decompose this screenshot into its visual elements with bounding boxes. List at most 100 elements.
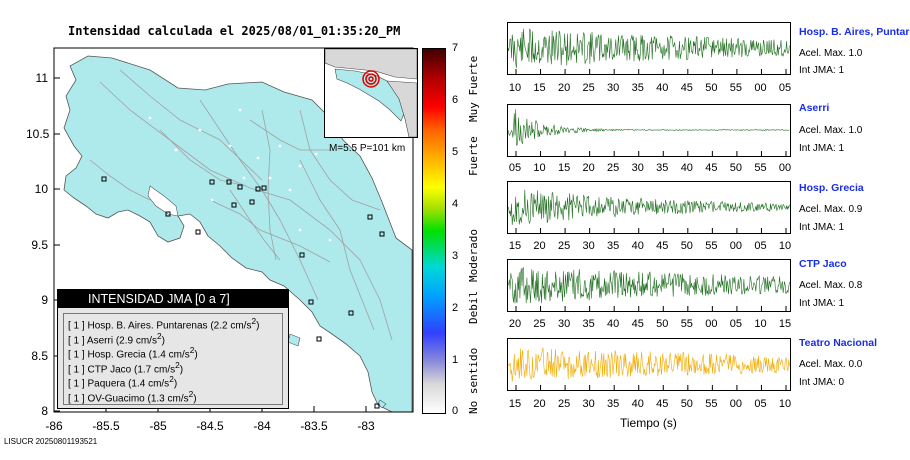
station-int-jma: Int JMA: 0 — [799, 377, 845, 388]
waveform-tick-label: 35 — [607, 398, 620, 410]
waveform-tick-label: 10 — [754, 318, 767, 330]
waveform-tick-label: 25 — [533, 318, 546, 330]
waveform-tick-label: 15 — [557, 162, 571, 174]
waveform-tick-label: 15 — [533, 82, 546, 94]
colorbar-category-fuerte: Fuerte — [467, 136, 480, 176]
waveform-tick-label: 10 — [778, 398, 792, 410]
waveform-time-ticks: 20 25 30 35 40 45 50 55 00 05 10 15 — [507, 318, 791, 332]
station-int-jma: Int JMA: 1 — [799, 143, 845, 154]
waveform-tick-label: 50 — [680, 240, 693, 252]
map-title: Intensidad calculada el 2025/08/01_01:35… — [68, 24, 401, 38]
waveform-panel — [507, 104, 791, 157]
x-tick-label: -83 — [357, 419, 375, 433]
waveform-tick-label: 20 — [582, 162, 595, 174]
station-int-jma: Int JMA: 1 — [799, 298, 845, 309]
waveform-tick-label: 40 — [607, 318, 620, 330]
y-tick-label: 8 — [41, 404, 48, 418]
waveform-tick-label: 35 — [631, 82, 644, 94]
intensity-colorbar — [422, 48, 446, 414]
waveform-panel — [507, 181, 791, 234]
waveform-tick-label: 40 — [656, 82, 669, 94]
intensity-legend: INTENSIDAD JMA [0 a 7] [ 1 ] Hosp. B. Ai… — [57, 289, 289, 409]
waveform-panel — [507, 22, 791, 75]
waveform-tick-label: 30 — [607, 82, 620, 94]
island — [377, 399, 387, 409]
waveform-tick-label: 45 — [656, 398, 669, 410]
x-tick-label: -84.5 — [196, 419, 224, 433]
waveform-tick-label: 00 — [778, 162, 792, 174]
x-tick-label: -83.5 — [300, 419, 328, 433]
waveform-tick-label: 05 — [508, 162, 522, 174]
station-acel-max: Acel. Max. 0.9 — [799, 204, 863, 215]
waveform-tick-label: 05 — [729, 318, 743, 330]
station-markers — [101, 176, 385, 409]
waveform-line — [508, 347, 790, 382]
waveform-tick-label: 20 — [533, 240, 546, 252]
waveform-tick-label: 35 — [582, 318, 595, 330]
time-axis-label: Tiempo (s) — [620, 416, 677, 430]
waveform-tick-label: 25 — [557, 398, 571, 410]
waveform-tick-label: 15 — [508, 398, 522, 410]
waveform-time-ticks: 10 15 20 25 30 35 40 45 50 55 00 05 — [507, 82, 791, 96]
y-tick-label: 11 — [35, 71, 48, 85]
waveform-panel — [507, 338, 791, 391]
waveform-tick-label: 40 — [631, 398, 644, 410]
waveform-tick-label: 00 — [729, 398, 743, 410]
x-tick-label: -85 — [149, 419, 167, 433]
waveform-tick-label: 50 — [705, 82, 718, 94]
waveform-tick-label: 25 — [557, 240, 571, 252]
y-tick-label: 8.5 — [31, 349, 48, 363]
colorbar-tick: 2 — [452, 302, 459, 314]
inset-map-drawing — [324, 48, 418, 138]
waveform-tick-label: 55 — [705, 240, 718, 252]
y-tick-label: 10.5 — [26, 127, 50, 141]
colorbar-category-no-sentido: No sentido — [467, 347, 480, 414]
colorbar-category-muy-fuerte: Muy Fuerte — [467, 55, 480, 122]
station-name: Hosp. Grecia — [799, 182, 864, 194]
station-name: CTP Jaco — [799, 258, 847, 270]
legend-row: [ 1 ] Aserri (2.9 cm/s2) — [68, 330, 165, 346]
waveform-tick-label: 20 — [508, 318, 522, 330]
waveform-tick-label: 25 — [607, 162, 620, 174]
y-tick-label: 9 — [41, 293, 48, 307]
waveform-tick-label: 50 — [656, 318, 669, 330]
waveform-tick-label: 45 — [680, 82, 693, 94]
waveform-time-ticks: 15 20 25 30 35 40 45 50 55 00 05 10 — [507, 398, 791, 412]
legend-row: [ 1 ] OV-Guacimo (1.3 cm/s2) — [68, 388, 197, 404]
colorbar-tick: 1 — [452, 354, 459, 366]
town-dots — [148, 108, 332, 242]
waveform-tick-label: 20 — [557, 82, 571, 94]
colorbar-tick: 3 — [452, 250, 459, 262]
waveform-trace-0 — [508, 28, 790, 74]
colorbar-tick: 5 — [452, 146, 459, 158]
waveform-tick-label: 40 — [631, 240, 644, 252]
colorbar-category-moderado: Moderado — [467, 229, 480, 282]
station-int-jma: Int JMA: 1 — [799, 65, 845, 76]
waveform-tick-label: 00 — [705, 318, 718, 330]
x-tick-label: -84 — [253, 419, 271, 433]
waveform-tick-label: 35 — [607, 240, 620, 252]
waveform-tick-label: 55 — [705, 398, 718, 410]
station-acel-max: Acel. Max. 0.0 — [799, 359, 863, 370]
waveform-panel — [507, 259, 791, 312]
x-tick-label: -86 — [45, 419, 63, 433]
waveform-tick-label: 30 — [557, 318, 571, 330]
waveform-tick-label: 55 — [729, 82, 743, 94]
waveform-trace-1 — [508, 109, 790, 156]
colorbar-category-debil: Debil — [467, 290, 480, 324]
y-tick-label: 9.5 — [31, 238, 48, 252]
waveform-line — [508, 267, 790, 304]
waveform-line — [508, 28, 790, 68]
station-name: Hosp. B. Aires, Puntare — [799, 26, 910, 38]
waveform-tick-label: 15 — [508, 240, 522, 252]
legend-row: [ 1 ] Paquera (1.4 cm/s2) — [68, 374, 178, 390]
waveform-tick-label: 15 — [778, 318, 792, 330]
waveform-time-ticks: 05 10 15 20 25 30 35 40 45 50 55 00 — [507, 162, 791, 176]
waveform-trace-2 — [508, 189, 790, 233]
waveform-tick-label: 30 — [631, 162, 644, 174]
x-tick-label: -85.5 — [92, 419, 120, 433]
waveform-time-ticks: 15 20 25 30 35 40 45 50 55 00 05 10 — [507, 240, 791, 254]
legend-row: [ 1 ] Hosp. Grecia (1.4 cm/s2) — [68, 345, 198, 361]
waveform-tick-label: 45 — [705, 162, 718, 174]
y-tick-label: 10 — [34, 182, 48, 196]
